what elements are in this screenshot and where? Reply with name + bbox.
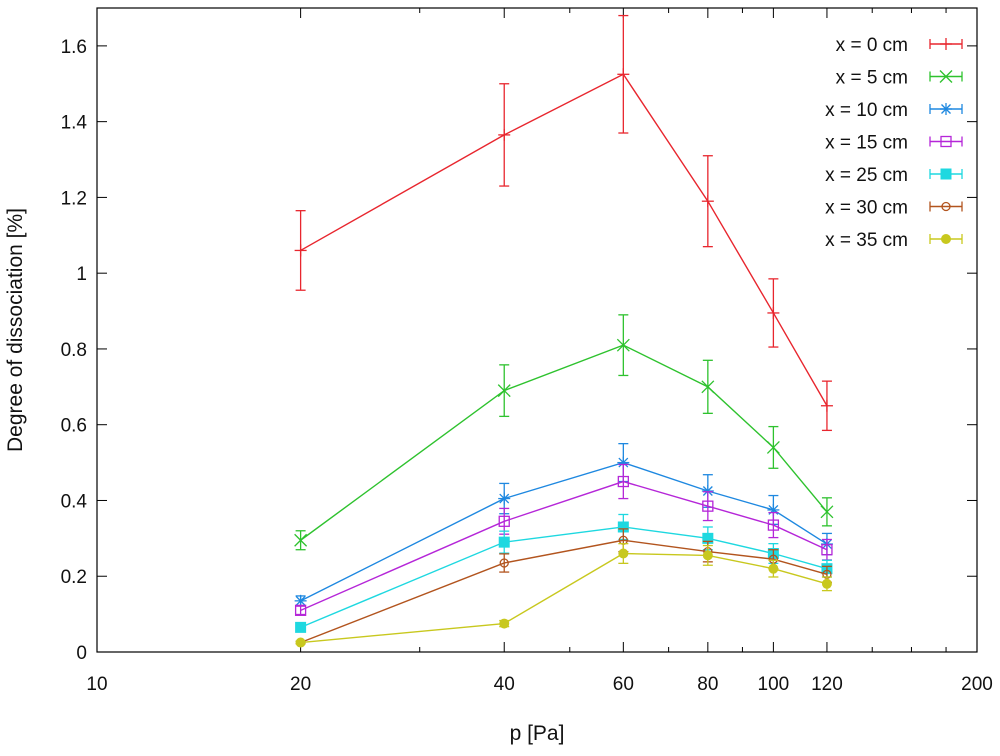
axis-ticks: 0 0.2 0.4 0.6 0.8 1 1.2 1.4 1.6 10 20 40 60 80 100 120 2… [61, 8, 993, 695]
series-4 [295, 513, 833, 633]
legend-marker [940, 135, 952, 148]
error-bar [499, 507, 510, 535]
data-point [701, 195, 714, 208]
x-tick-label: 20 [290, 674, 311, 695]
legend-marker [939, 70, 953, 83]
data-point [294, 604, 307, 616]
series-line [300, 461, 828, 602]
data-point [498, 515, 510, 527]
legend-item-4: x = 25 cm [825, 165, 963, 186]
legend-label: x = 10 cm [825, 100, 908, 121]
data-point [702, 500, 714, 512]
data-point [820, 505, 834, 519]
legend-item-0: x = 0 cm [836, 35, 963, 56]
series-line [300, 480, 828, 611]
data-point [702, 550, 713, 561]
x-tick-label: 200 [961, 674, 993, 695]
series-line [300, 526, 828, 629]
data-point [295, 621, 307, 633]
data-point [294, 533, 308, 547]
legend-label: x = 30 cm [825, 198, 908, 219]
y-tick-label: 0 [76, 643, 87, 664]
legend-label: x = 35 cm [825, 230, 908, 251]
error-bar [768, 511, 779, 539]
series-0 [294, 14, 833, 432]
data-point [499, 618, 510, 629]
legend-label: x = 15 cm [825, 133, 908, 154]
legend-item-1: x = 5 cm [836, 68, 963, 89]
data-point [701, 380, 715, 394]
series-3 [294, 463, 833, 616]
legend-marker [940, 103, 952, 115]
x-axis-title: p [Pa] [510, 722, 565, 745]
data-point [618, 548, 629, 559]
legend-marker [940, 38, 952, 50]
y-tick-label: 0.8 [61, 340, 87, 361]
y-axis-title: Degree of dissociation [%] [4, 208, 27, 452]
legend-label: x = 0 cm [836, 35, 908, 56]
legend: x = 0 cm x = 5 cm x = 10 cm x = 15 cm x = 25… [825, 35, 963, 251]
legend-item-5: x = 30 cm [825, 198, 963, 219]
legend-item-3: x = 15 cm [825, 133, 963, 154]
x-tick-label: 100 [758, 674, 790, 695]
x-tick-label: 120 [811, 674, 843, 695]
series-line [300, 539, 828, 644]
plot-frame [96, 7, 978, 653]
data-point [767, 306, 780, 319]
data-point [616, 338, 630, 352]
y-tick-label: 1.6 [61, 37, 87, 58]
data-point [821, 578, 832, 589]
data-point [766, 440, 780, 454]
data-point [498, 492, 511, 505]
series-line [300, 73, 828, 407]
data-point [821, 544, 833, 556]
data-point [294, 244, 307, 257]
data-point [499, 558, 509, 568]
data-point [497, 384, 511, 398]
error-bar [618, 463, 629, 500]
data-point [498, 128, 511, 141]
y-tick-label: 0.6 [61, 416, 87, 437]
data-point [767, 519, 780, 531]
y-tick-label: 1.2 [61, 188, 87, 209]
y-tick-label: 0.2 [61, 567, 87, 588]
y-tick-label: 1 [76, 264, 87, 285]
series-6 [295, 543, 832, 648]
x-tick-label: 40 [494, 674, 515, 695]
y-tick-label: 0.4 [61, 491, 88, 512]
series-layer [294, 14, 834, 648]
y-tick-label: 1.4 [61, 113, 88, 134]
legend-marker [940, 168, 952, 180]
legend-item-2: x = 10 cm [825, 100, 963, 121]
legend-label: x = 25 cm [825, 165, 908, 186]
data-point [768, 563, 779, 574]
series-2 [294, 442, 833, 607]
data-point [617, 456, 630, 469]
data-point [617, 68, 630, 81]
data-point [498, 536, 510, 548]
error-bar [295, 605, 306, 616]
series-1 [294, 314, 834, 551]
legend-item-6: x = 35 cm [825, 230, 963, 251]
x-tick-label: 10 [86, 674, 107, 695]
series-line [300, 552, 828, 644]
legend-marker [941, 234, 951, 244]
x-tick-label: 80 [697, 674, 718, 695]
error-bar [702, 491, 713, 522]
series-5 [295, 528, 832, 648]
data-point [295, 637, 306, 648]
data-point [820, 399, 833, 412]
legend-label: x = 5 cm [836, 68, 908, 89]
x-tick-label: 60 [613, 674, 634, 695]
series-line [300, 344, 828, 541]
legend-marker [941, 201, 951, 212]
error-bar [499, 553, 510, 573]
data-point [617, 475, 629, 488]
